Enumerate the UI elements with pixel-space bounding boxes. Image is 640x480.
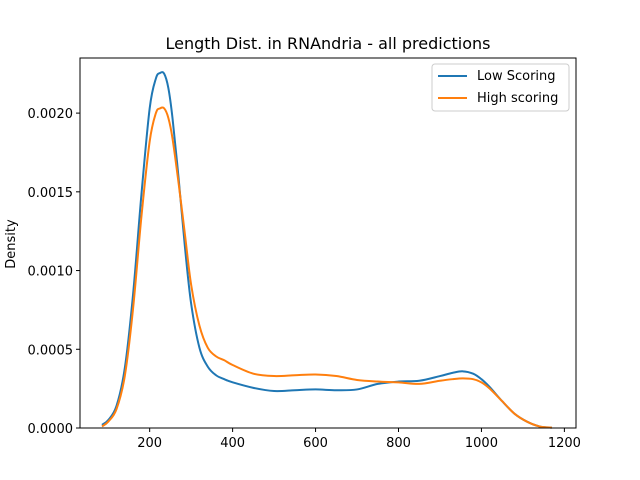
plot-lines — [101, 71, 553, 429]
legend: Low Scoring High scoring — [431, 63, 570, 112]
chart-title: Length Dist. in RNAndria - all predictio… — [166, 34, 491, 53]
x-tick-label: 200 — [137, 436, 162, 451]
y-axis-label: Density — [4, 219, 19, 269]
y-tick-label: 0.0020 — [28, 107, 74, 122]
legend-label-low-scoring: Low Scoring — [477, 69, 556, 84]
y-tick-label: 0.0015 — [28, 186, 74, 201]
plot-frame — [79, 57, 577, 429]
y-tick-label: 0.0010 — [28, 265, 74, 280]
y-tick-label: 0.0000 — [28, 422, 74, 437]
y-tick-label: 0.0005 — [28, 343, 74, 358]
x-tick-label: 1000 — [465, 436, 498, 451]
axis-ticks: 200 400 600 800 1000 1200 0.0000 0.0005 0.0010 0.… — [28, 107, 581, 451]
x-tick-label: 600 — [303, 436, 328, 451]
series-line-high-scoring — [101, 106, 553, 429]
legend-label-high-scoring: High scoring — [477, 91, 558, 106]
x-tick-label: 400 — [220, 436, 245, 451]
series-line-low-scoring — [101, 71, 553, 429]
x-tick-label: 800 — [386, 436, 411, 451]
x-tick-label: 1200 — [548, 436, 581, 451]
